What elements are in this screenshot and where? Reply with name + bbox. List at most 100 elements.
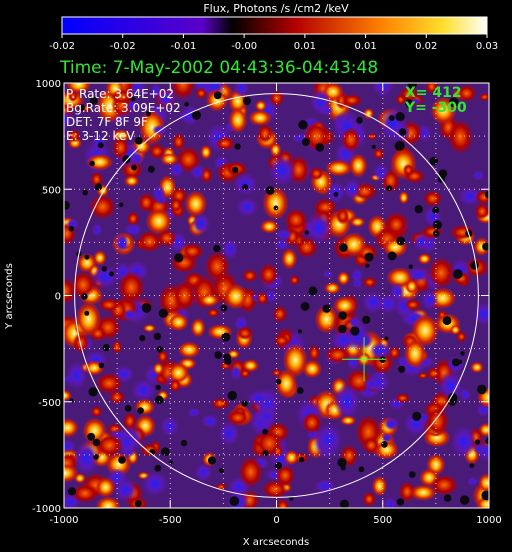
flux-blob: [206, 308, 220, 318]
flux-blob: [226, 409, 250, 426]
flux-blob: [373, 163, 389, 182]
flux-dark-spot: [481, 490, 489, 501]
flux-dark-spot: [146, 111, 151, 117]
flux-blob: [425, 83, 439, 94]
flux-blob: [335, 207, 350, 225]
flux-blob: [151, 124, 168, 136]
flux-blob: [305, 212, 333, 244]
flux-blob: [64, 374, 75, 384]
flux-blob: [373, 148, 385, 160]
flux-blob: [72, 332, 90, 354]
flux-dark-spot: [134, 500, 142, 508]
flux-dark-spot: [412, 411, 422, 421]
flux-blob: [170, 83, 196, 100]
flux-blob: [64, 277, 76, 305]
flux-dark-spot: [84, 310, 90, 316]
flux-blob: [472, 170, 485, 181]
flux-dark-spot: [387, 251, 397, 261]
flux-dark-spot: [338, 311, 347, 320]
flux-dark-spot: [67, 487, 77, 496]
flux-blob: [71, 483, 99, 504]
flux-dark-spot: [82, 189, 88, 196]
flux-dark-spot: [156, 346, 164, 353]
flux-blob: [363, 108, 374, 120]
flux-blob: [137, 230, 163, 253]
flux-dark-spot: [396, 236, 406, 246]
flux-blob: [95, 477, 116, 498]
flux-blob: [64, 110, 73, 130]
flux-dark-spot: [155, 384, 161, 391]
flux-blob: [238, 456, 263, 488]
flux-blob: [95, 372, 123, 395]
flux-dark-spot: [219, 467, 225, 473]
flux-dark-spot: [273, 205, 279, 211]
flux-blob: [90, 171, 104, 188]
flux-dark-spot: [92, 438, 101, 447]
flux-blob: [111, 340, 123, 354]
flux-blob: [262, 479, 289, 499]
flux-blob: [398, 481, 416, 503]
flux-dark-spot: [229, 496, 240, 506]
flux-blob: [413, 232, 431, 252]
flux-blob: [281, 248, 298, 270]
flux-blob: [301, 411, 322, 434]
solar-limb: [74, 93, 479, 498]
flux-blob: [272, 445, 284, 458]
flux-blob: [201, 414, 219, 429]
flux-blob: [108, 390, 126, 405]
colorbar-tick-label: -0.02: [49, 41, 75, 52]
flux-blob: [177, 341, 201, 359]
cursor-y-readout: Y= -300: [404, 100, 467, 116]
colorbar-tick-label: -0.00: [231, 41, 257, 52]
flux-blob: [362, 276, 378, 288]
flux-blob: [248, 109, 272, 126]
flux-blob: [155, 89, 177, 108]
flux-dark-spot: [358, 466, 365, 473]
cursor-crosshair[interactable]: [342, 337, 387, 382]
flux-dark-spot: [470, 261, 479, 270]
colorbar: [61, 16, 488, 35]
flux-dark-spot: [371, 144, 376, 149]
flux-dark-spot: [460, 351, 465, 356]
flux-blob: [325, 159, 353, 177]
flux-blob: [95, 496, 121, 508]
flux-dark-spot: [442, 316, 452, 326]
flux-dark-spot: [356, 117, 363, 124]
flux-blob: [148, 143, 166, 160]
flux-blob: [215, 136, 235, 151]
flux-blob: [156, 229, 177, 248]
flux-blob: [70, 270, 96, 299]
flux-dark-spot: [396, 498, 405, 506]
flux-dark-spot: [137, 407, 144, 414]
flux-dark-spot: [386, 185, 393, 192]
flux-dark-spot: [207, 456, 217, 465]
flux-blob: [124, 175, 140, 187]
flux-dark-spot: [298, 456, 305, 463]
flux-blob: [242, 269, 258, 283]
flux-blob: [262, 186, 289, 221]
flux-blob: [64, 418, 79, 438]
flux-dark-spot: [384, 336, 389, 341]
flux-dark-spot: [469, 463, 475, 469]
flux-dark-spot: [475, 439, 481, 445]
flux-dark-spot: [315, 143, 325, 152]
flux-blob: [223, 283, 248, 310]
flux-dark-spot: [300, 302, 310, 311]
flux-blob: [233, 172, 258, 196]
flux-dark-spot: [139, 335, 146, 342]
flux-blob: [169, 378, 181, 393]
y-tick-label: 500: [42, 185, 61, 196]
flux-dark-spot: [97, 142, 104, 149]
flux-dark-spot: [340, 465, 346, 471]
flux-dark-spot: [98, 362, 105, 369]
flux-blob: [426, 367, 442, 380]
flux-blob: [131, 378, 156, 402]
flux-blob: [346, 319, 370, 352]
flux-dark-spot: [88, 387, 98, 397]
flux-dark-spot: [94, 183, 103, 191]
flux-blob: [337, 271, 350, 286]
flux-dark-spot: [409, 471, 416, 478]
flux-blob: [230, 365, 242, 381]
flux-blob: [273, 334, 290, 347]
flux-dark-spot: [262, 450, 269, 456]
